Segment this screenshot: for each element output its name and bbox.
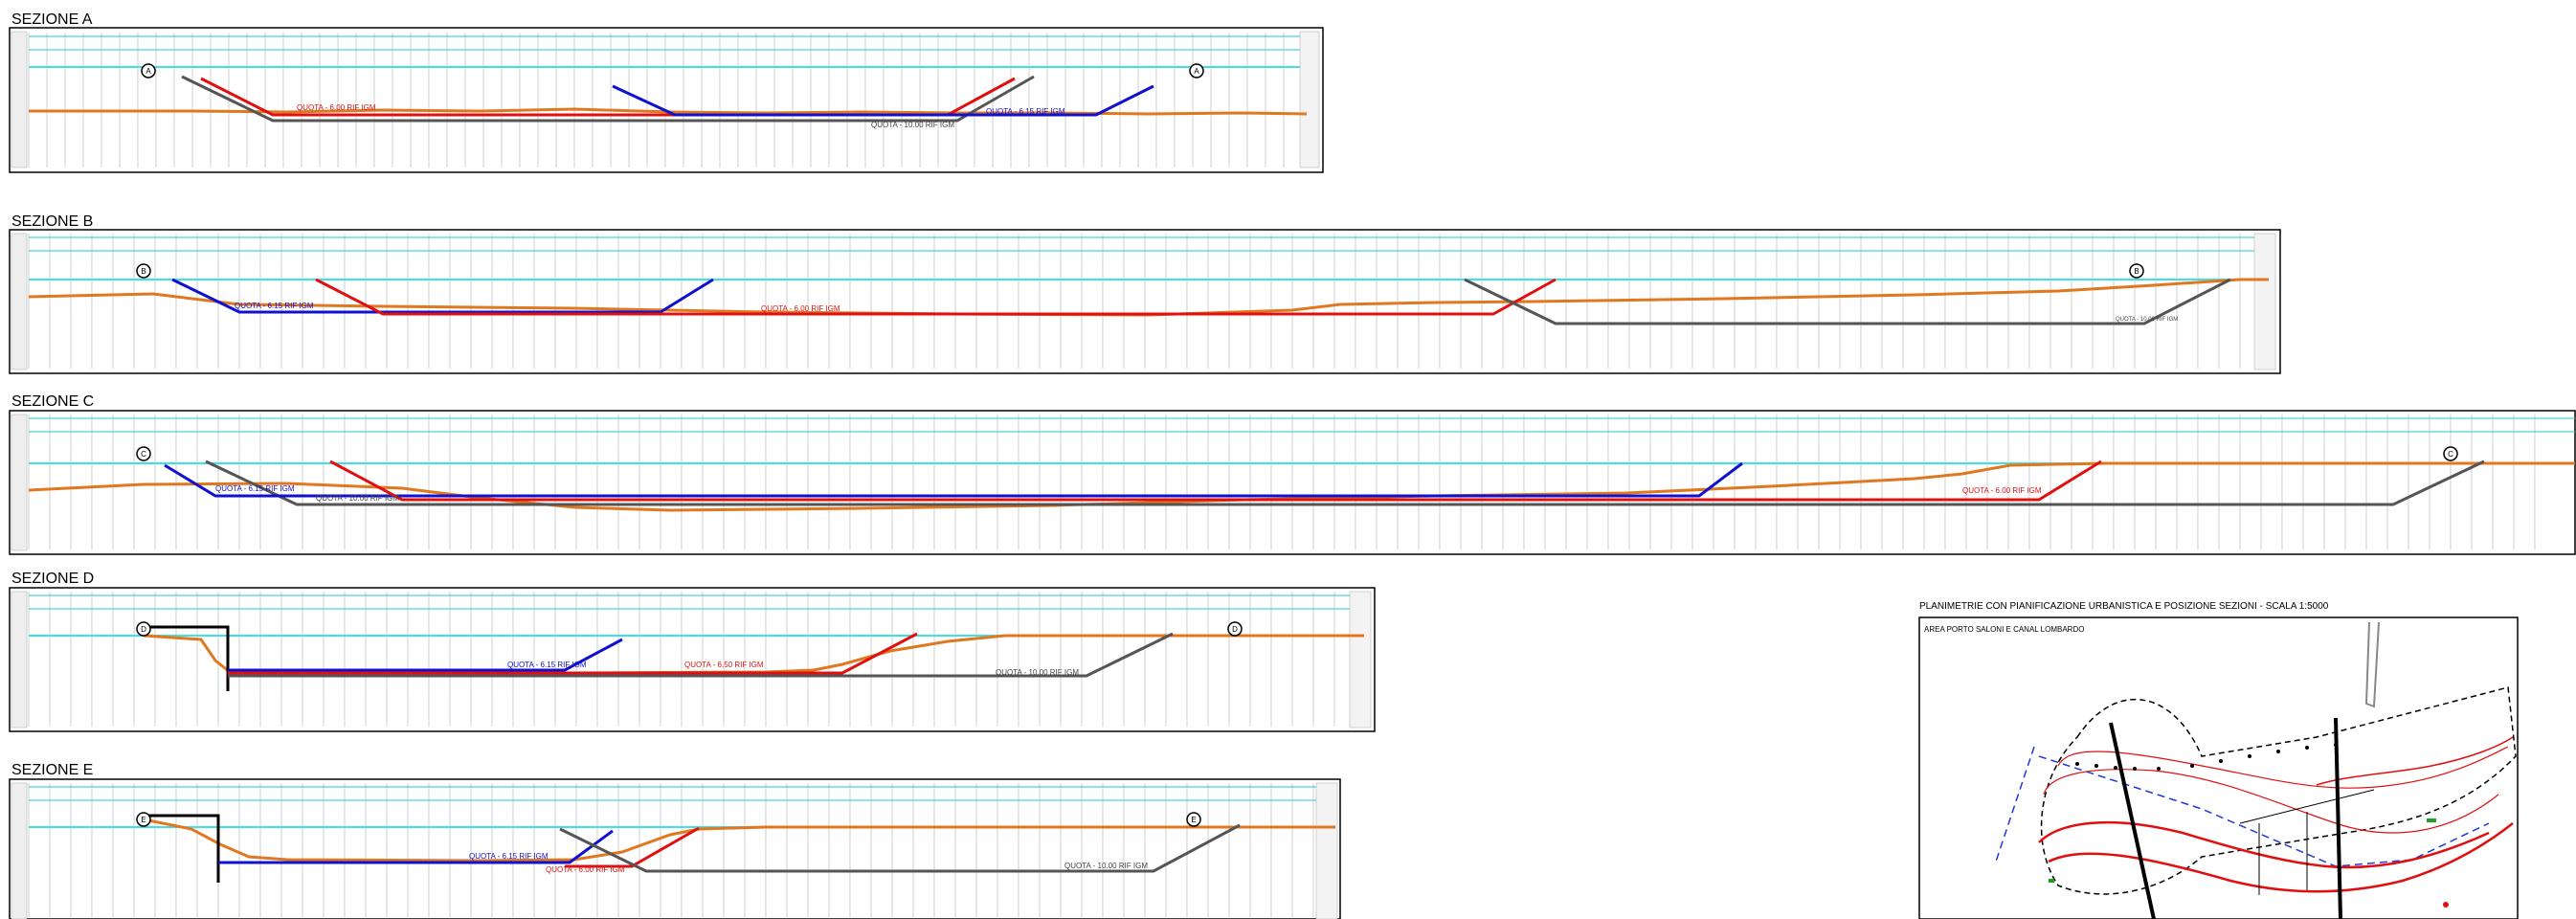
section-marker-label: A [146,67,151,76]
section-d-title: SEZIONE D [11,571,94,587]
project-grey-profile [181,75,1035,123]
section-marker [136,446,151,461]
section-marker [136,621,151,637]
vertical-grid [28,234,2241,369]
section-marker [2443,446,2458,461]
elevation-label: QUOTA - 6.00 RIF IGM [761,304,840,313]
section-marker-label: E [1191,816,1196,824]
elevation-label: QUOTA - 10.00 RIF IGM [1064,862,1148,870]
section-marker-label: A [1194,67,1199,76]
project-red-profile [228,632,918,675]
project-blue-profile [228,638,623,672]
terrain-profile [28,278,2269,317]
elevation-label: QUOTA - 6.15 RIF IGM [986,107,1065,116]
section-d-panel: D D QUOTA - 6.15 RIF IGM QUOTA - 6.50 RI… [9,587,1376,732]
elevation-label: QUOTA - 10.00 RIF IGM [996,668,1079,677]
section-marker [1189,63,1204,78]
section-c-panel: C C QUOTA - 6.15 RIF IGM QUOTA - 10.00 R… [9,410,2576,555]
vertical-grid [28,415,2536,549]
section-c-title: SEZIONE C [11,393,94,410]
terrain-profile [29,107,1308,116]
dotted-row [2075,743,2338,771]
quay-wall [144,814,220,883]
section-a-panel: A A QUOTA - 6.00 RIF IGM QUOTA - 10.00 R… [9,27,1324,173]
terrain-profile [143,818,1335,863]
planimetry-subtitle: AREA PORTO SALONI E CANAL LOMBARDO [1924,625,2084,634]
elevation-label: QUOTA - 10.00 RIF IGM [2116,317,2178,323]
project-red-profile [315,278,1557,316]
project-grey-profile [559,823,1241,873]
project-blue-profile [612,84,1154,117]
section-marker [1227,621,1243,637]
project-blue-profile [164,461,1743,498]
section-marker [1186,812,1201,827]
project-grey-profile [1464,278,2231,325]
project-grey-profile [205,460,2485,506]
vertical-grid [28,592,1335,727]
project-red-profile [329,460,2102,502]
section-marker-label: B [141,267,146,276]
section-marker [136,812,151,827]
section-marker-label: D [141,625,146,634]
elevation-label: QUOTA - 6.15 RIF IGM [469,852,549,861]
section-e-title: SEZIONE E [11,762,93,778]
section-marker [2129,263,2144,279]
elevation-label: QUOTA - 6.15 RIF IGM [507,661,587,669]
project-red-profile [200,77,1016,117]
project-grey-profile [228,632,1174,678]
section-marker-label: D [1232,625,1238,634]
elevation-label: QUOTA - 10.00 RIF IGM [871,121,954,129]
section-marker [141,63,156,78]
section-marker-label: C [2448,450,2453,459]
section-position-line [2334,717,2342,919]
section-b-title: SEZIONE B [11,213,93,230]
section-e-panel: E E QUOTA - 6.15 RIF IGM QUOTA - 6.00 RI… [9,778,1341,919]
elevation-label: QUOTA - 10.00 RIF IGM [316,494,399,503]
section-marker-label: C [141,450,146,459]
project-blue-profile [171,278,714,314]
section-a-title: SEZIONE A [11,11,93,28]
elevation-label: QUOTA - 6.00 RIF IGM [297,103,376,112]
section-marker-label: E [141,816,146,824]
elevation-label: QUOTA - 6.15 RIF IGM [215,484,295,493]
planimetry-title: PLANIMETRIE CON PIANIFICAZIONE URBANISTI… [1919,601,2329,612]
project-blue-profile [218,829,614,864]
section-marker-label: B [2134,267,2139,276]
project-red-profile [565,826,700,868]
vertical-grid [28,783,1314,917]
elevation-label: QUOTA - 6.00 RIF IGM [1962,486,2042,495]
section-b-panel: B B QUOTA - 6.15 RIF IGM QUOTA - 6.00 RI… [9,229,2281,374]
elevation-label: QUOTA - 6.15 RIF IGM [235,302,314,310]
elevation-label: QUOTA - 6.00 RIF IGM [546,865,625,874]
section-marker [136,263,151,279]
section-position-line [2109,722,2156,919]
elevation-label: QUOTA - 6.50 RIF IGM [684,661,764,669]
planimetry-map: AREA PORTO SALONI E CANAL LOMBARDO [1918,616,2519,919]
